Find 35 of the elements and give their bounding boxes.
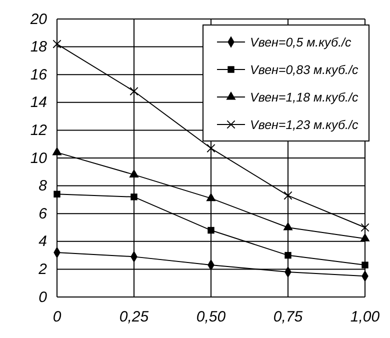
y-tick-label: 16 — [30, 66, 48, 84]
point — [52, 146, 62, 156]
point — [129, 169, 139, 178]
point — [283, 222, 293, 230]
y-tick-label: 6 — [38, 205, 48, 222]
point — [52, 40, 62, 48]
point — [54, 190, 60, 198]
y-tick-label: 8 — [38, 178, 48, 195]
y-tick-label: 10 — [30, 150, 48, 167]
legend-label: Vвен=1,18 м.куб./с — [250, 90, 359, 104]
y-tick-label: 2 — [38, 261, 48, 278]
y-tick-label: 18 — [30, 38, 48, 56]
point — [284, 191, 292, 200]
x-tick-label: 0 — [52, 308, 62, 326]
legend-label: Vвен=0,83 м.куб./с — [250, 63, 359, 77]
x-tick-label: 0,75 — [273, 308, 304, 326]
x-tick-label: 0,25 — [119, 308, 150, 326]
y-tick-label: 4 — [38, 233, 47, 250]
x-tick-label: 1,00 — [350, 308, 380, 326]
x-tick-label: 0,50 — [196, 308, 226, 326]
point — [360, 223, 370, 232]
legend-label: Vвен=0,5 м.куб./с — [250, 36, 352, 50]
point — [284, 252, 292, 259]
y-tick-label: 14 — [30, 94, 47, 112]
point — [206, 144, 216, 153]
y-tick-label: 20 — [29, 10, 48, 28]
legend-label: Vвен=1,23 м.куб./с — [250, 118, 359, 132]
point — [208, 226, 214, 234]
y-tick-label: 12 — [30, 122, 48, 139]
point — [130, 194, 138, 200]
point — [360, 233, 370, 242]
point — [362, 262, 368, 268]
y-tick-label: 0 — [38, 288, 48, 306]
point — [130, 86, 138, 96]
point — [206, 192, 216, 202]
